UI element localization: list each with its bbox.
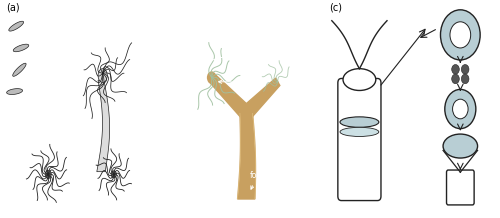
Ellipse shape <box>443 134 478 158</box>
Circle shape <box>440 10 480 60</box>
Text: (a): (a) <box>6 2 20 12</box>
Polygon shape <box>238 113 256 199</box>
FancyBboxPatch shape <box>446 170 474 205</box>
Text: (b): (b) <box>174 11 188 21</box>
Ellipse shape <box>340 117 379 127</box>
Circle shape <box>452 65 460 74</box>
Polygon shape <box>209 73 250 119</box>
Text: (c): (c) <box>329 2 342 12</box>
Polygon shape <box>97 80 110 172</box>
Circle shape <box>462 74 469 84</box>
Circle shape <box>462 65 469 74</box>
Ellipse shape <box>98 69 108 82</box>
Circle shape <box>45 170 51 179</box>
Polygon shape <box>9 21 24 31</box>
Text: foot: foot <box>250 172 264 189</box>
Ellipse shape <box>343 69 376 90</box>
Polygon shape <box>242 78 280 119</box>
Circle shape <box>450 22 470 48</box>
Circle shape <box>452 74 460 84</box>
Text: head: head <box>218 77 256 86</box>
FancyBboxPatch shape <box>338 78 381 201</box>
Polygon shape <box>6 89 22 94</box>
Circle shape <box>207 71 216 84</box>
Circle shape <box>452 99 468 119</box>
Polygon shape <box>13 44 29 52</box>
Circle shape <box>445 89 476 129</box>
Circle shape <box>111 171 116 178</box>
Text: tentacles: tentacles <box>206 42 279 63</box>
Text: 1mm: 1mm <box>180 194 200 203</box>
Ellipse shape <box>340 127 379 136</box>
Polygon shape <box>12 63 26 76</box>
